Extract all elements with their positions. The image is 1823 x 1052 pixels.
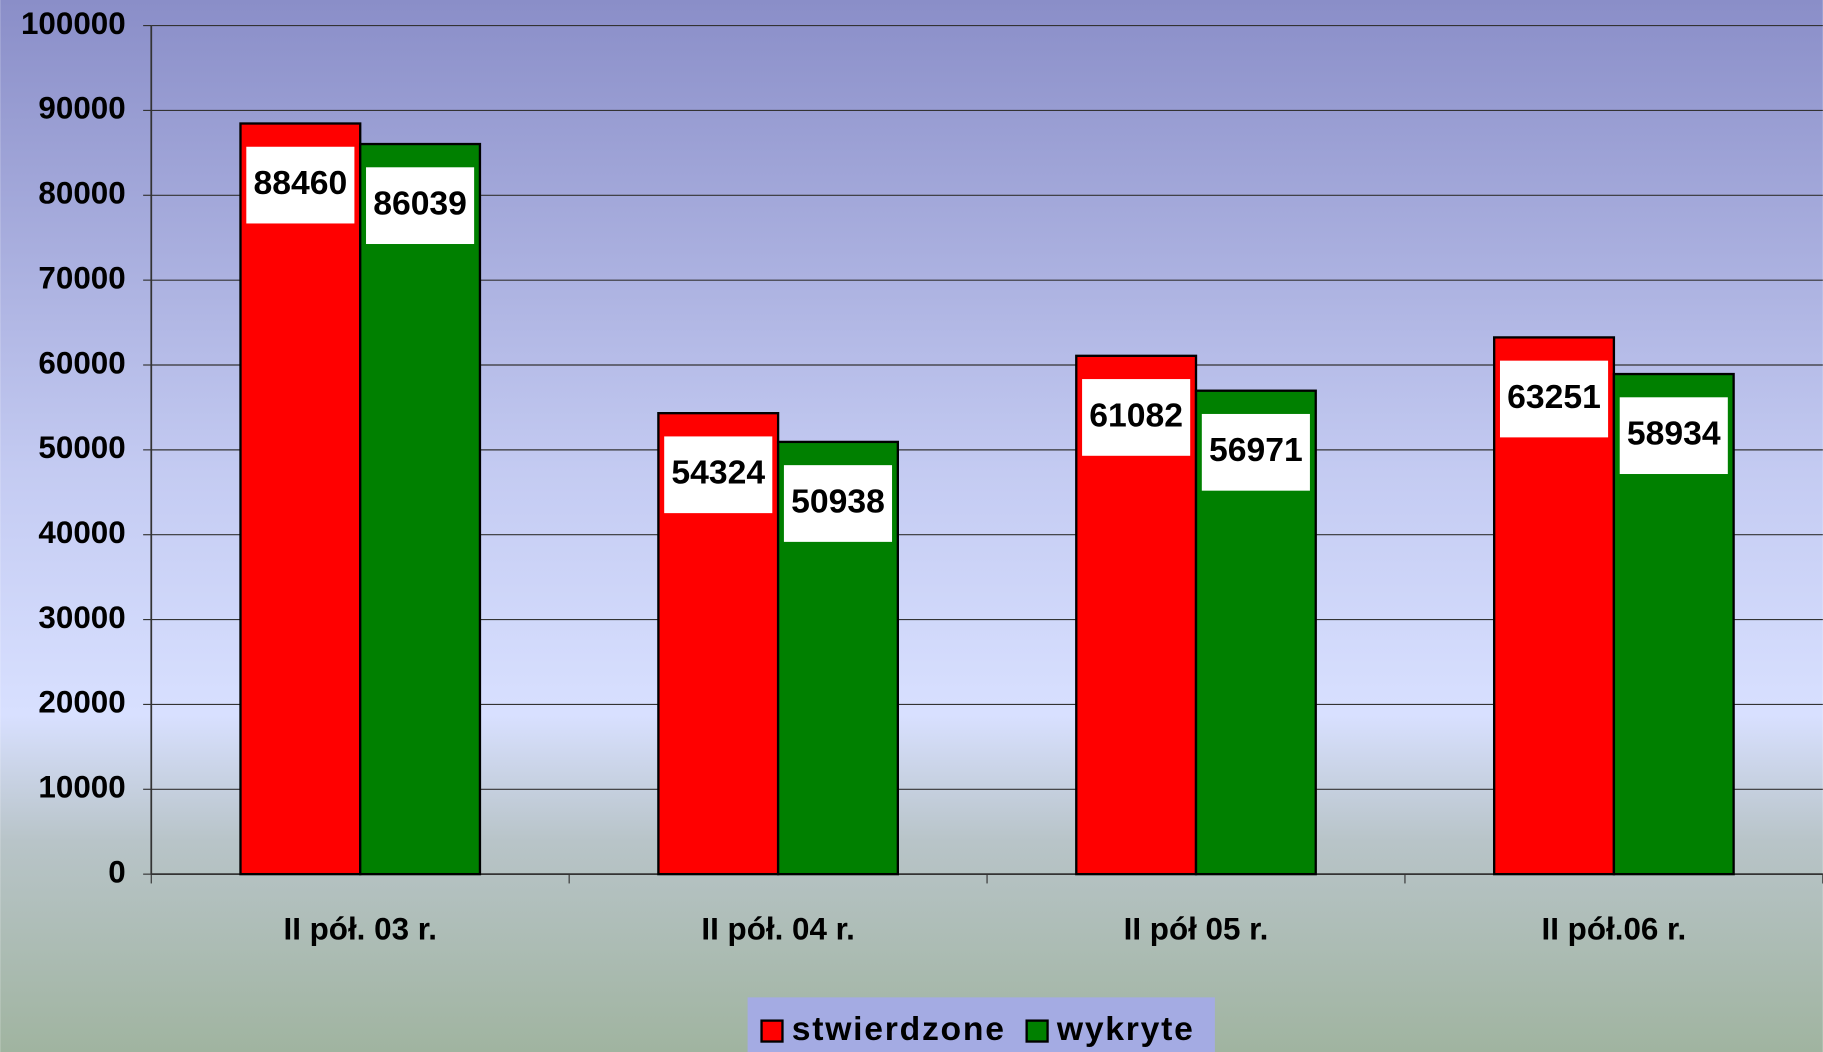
data-label: 86039 <box>373 185 467 223</box>
y-tick-label: 70000 <box>38 260 125 295</box>
legend-label: wykryte <box>1056 1010 1195 1048</box>
legend-box <box>747 997 1215 1052</box>
data-label: 56971 <box>1209 431 1303 469</box>
y-tick-label: 30000 <box>38 600 125 635</box>
x-tick-label: II pół. 03 r. <box>283 911 436 946</box>
data-label: 88460 <box>253 164 347 202</box>
data-label-box <box>366 167 475 245</box>
data-label-box <box>783 465 893 542</box>
data-label: 54324 <box>671 454 765 492</box>
y-tick-label: 60000 <box>38 345 125 380</box>
legend-swatch <box>760 1019 784 1043</box>
data-label: 63251 <box>1507 378 1601 416</box>
x-tick-label: II pół. 04 r. <box>701 911 854 946</box>
y-tick-label: 50000 <box>38 430 125 465</box>
data-label-box <box>1082 379 1191 456</box>
legend-label: stwierdzone <box>792 1010 1006 1048</box>
data-label: 61082 <box>1089 396 1183 434</box>
y-tick-label: 10000 <box>38 770 125 805</box>
y-tick-label: 90000 <box>38 91 125 126</box>
data-label-box <box>246 146 355 224</box>
x-tick-label: II pół.06 r. <box>1542 911 1687 946</box>
data-label-box <box>1499 360 1609 438</box>
bar <box>239 122 362 876</box>
x-tick-label: II pół 05 r. <box>1124 911 1269 946</box>
data-label-box <box>664 436 773 514</box>
y-tick-label: 0 <box>108 854 125 889</box>
y-tick-label: 20000 <box>38 685 125 720</box>
bar <box>359 142 482 876</box>
data-label: 50938 <box>791 482 885 520</box>
data-label-box <box>1619 397 1728 475</box>
legend-swatch <box>1025 1019 1049 1043</box>
data-label-box <box>1201 413 1310 491</box>
y-tick-label: 80000 <box>38 176 125 211</box>
y-tick-label: 100000 <box>21 6 126 41</box>
y-tick-label: 40000 <box>38 515 125 550</box>
data-label: 58934 <box>1627 415 1721 453</box>
